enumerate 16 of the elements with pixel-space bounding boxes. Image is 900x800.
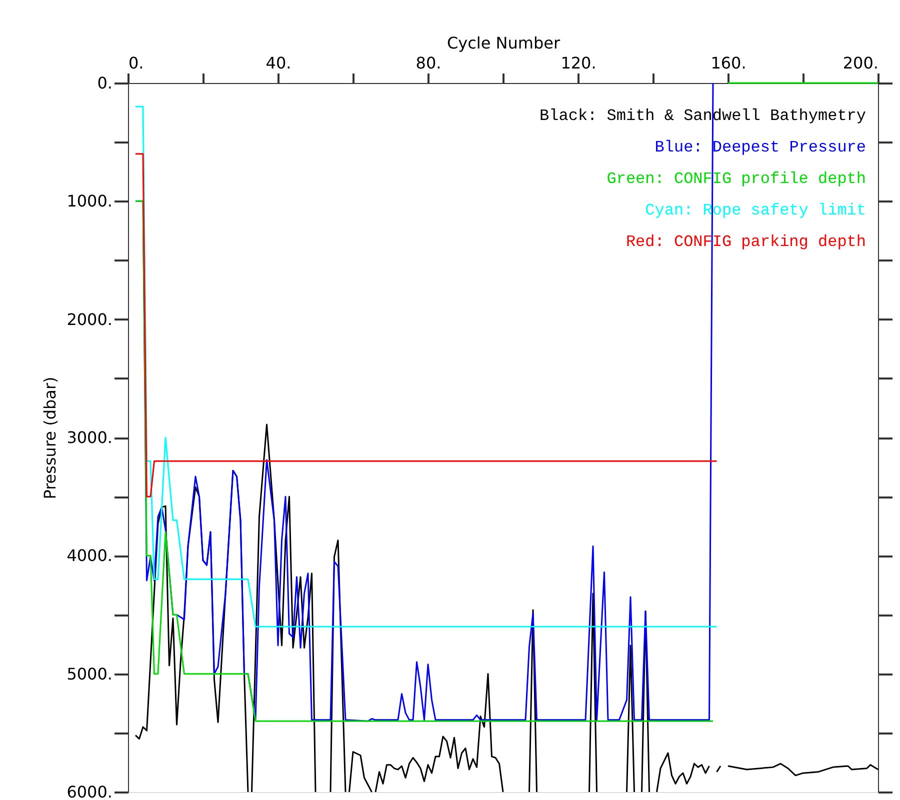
x-tick-label: 200. <box>842 54 878 72</box>
y-axis-title: Pressure (dbar) <box>40 376 60 500</box>
x-tick-label: 80. <box>416 54 442 72</box>
x-tick-label: 40. <box>266 54 292 72</box>
y-tick-label: 4000. <box>66 546 112 566</box>
x-tick-label: 120. <box>560 54 596 72</box>
text: Blue: Deepest Pressure <box>654 138 866 156</box>
y-tick-label: 3000. <box>66 428 112 447</box>
x-tick-label: 160. <box>710 54 746 72</box>
y-tick-label: 5000. <box>66 664 112 684</box>
x-tick-label: 0. <box>128 54 144 72</box>
y-tick-label: 2000. <box>66 310 112 329</box>
y-tick-label: 6000. <box>66 782 112 800</box>
y-tick-label: 0. <box>97 74 112 92</box>
x-axis-title: Cycle Number <box>446 34 560 52</box>
y-tick-label: 1000. <box>66 192 112 211</box>
